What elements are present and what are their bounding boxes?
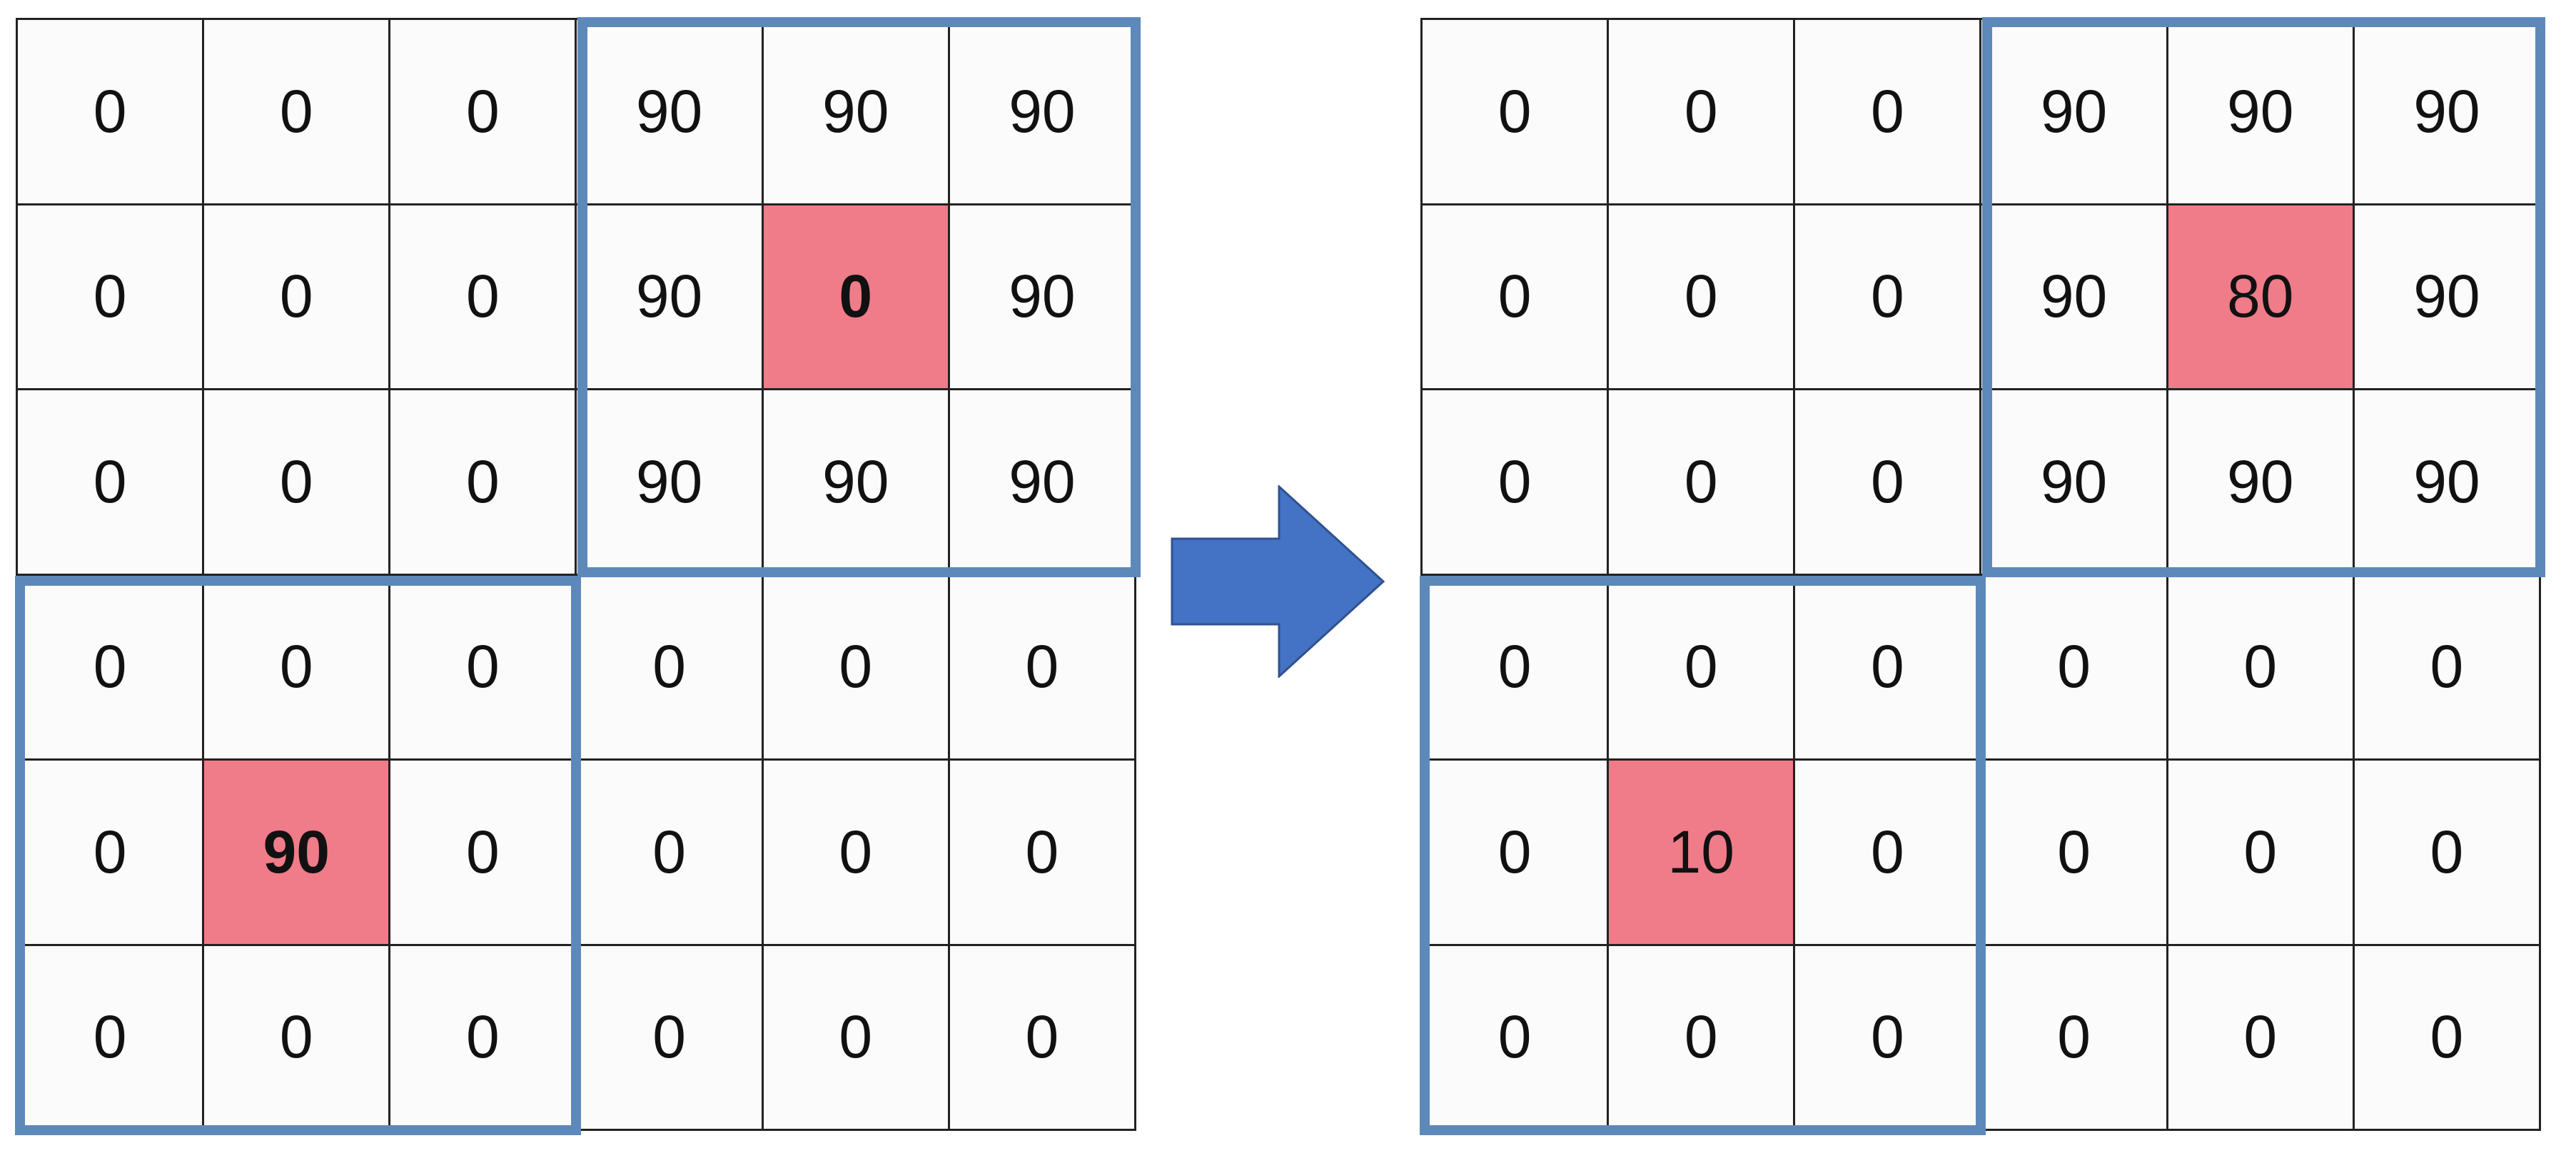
grid-cell: 90	[2354, 205, 2541, 390]
grid-cell: 0	[1423, 945, 1610, 1131]
grid-cell: 0	[18, 761, 205, 946]
grid-cell: 0	[18, 945, 205, 1131]
grid-cell: 0	[949, 575, 1136, 761]
grid-cell: 0	[1609, 390, 1796, 576]
grid-cell: 0	[2168, 761, 2355, 946]
grid-cell: 0	[390, 575, 577, 761]
grid-cell: 0	[1981, 761, 2168, 946]
grid-cell: 0	[949, 761, 1136, 946]
highlighted-cell: 90	[204, 761, 391, 946]
grid-cell: 0	[2168, 945, 2355, 1131]
grid-cell: 0	[1609, 575, 1796, 761]
grid-cell: 0	[390, 761, 577, 946]
highlighted-cell: 0	[763, 205, 950, 390]
grid-cell: 0	[1795, 761, 1982, 946]
grid-cell: 0	[2354, 575, 2541, 761]
grid-cell: 0	[1795, 205, 1982, 390]
grid-cell: 90	[763, 20, 950, 205]
arrow-shape	[1171, 485, 1385, 678]
grid-cell: 0	[1609, 945, 1796, 1131]
grid-cell: 0	[1981, 575, 2168, 761]
grid-cell: 0	[577, 945, 764, 1131]
grid-cell: 0	[18, 390, 205, 576]
grid-cell: 90	[1981, 390, 2168, 576]
grid-cell: 0	[763, 575, 950, 761]
grid-cell: 0	[390, 205, 577, 390]
grid-cell: 0	[204, 390, 391, 576]
grid-cell: 0	[390, 20, 577, 205]
highlighted-cell: 10	[1609, 761, 1796, 946]
grid-cell: 90	[577, 205, 764, 390]
grid-cell: 0	[1423, 20, 1610, 205]
grid-cell: 90	[2168, 390, 2355, 576]
grid-cell: 90	[949, 20, 1136, 205]
grid-cell: 90	[949, 205, 1136, 390]
grid-cell: 0	[1609, 20, 1796, 205]
grid-cell: 0	[2354, 761, 2541, 946]
grid-cell: 0	[2354, 945, 2541, 1131]
grid-cell: 0	[390, 945, 577, 1131]
grid-cell: 0	[763, 945, 950, 1131]
grid-cell: 0	[577, 761, 764, 946]
grid-cell: 0	[763, 761, 950, 946]
highlighted-cell: 80	[2168, 205, 2355, 390]
grid-cell: 0	[18, 20, 205, 205]
grid-cell: 0	[18, 205, 205, 390]
grid-cell: 0	[1423, 390, 1610, 576]
grid-cell: 0	[204, 205, 391, 390]
grid-cell: 0	[1795, 20, 1982, 205]
input-grid: 0 0 0 90 90 90 0 0 0 90 0 90 0 0 0 90 90 90 0 0 0 0 0 0 0 90 0 0 0 0 0…	[15, 17, 1141, 1136]
grid-cell: 90	[1981, 20, 2168, 205]
grid-cell: 0	[1423, 205, 1610, 390]
grid-cell: 0	[390, 390, 577, 576]
grid-cell: 0	[1795, 575, 1982, 761]
grid-cell: 90	[2168, 20, 2355, 205]
grid-cell: 0	[1795, 390, 1982, 576]
grid-cell: 90	[577, 390, 764, 576]
grid-cell: 0	[204, 20, 391, 205]
grid-cell: 0	[1795, 945, 1982, 1131]
grid-cell: 0	[1423, 575, 1610, 761]
right-arrow-icon	[1171, 485, 1385, 678]
grid-cell: 90	[1981, 205, 2168, 390]
grid-cell: 90	[2354, 20, 2541, 205]
grid-cell: 0	[1609, 205, 1796, 390]
grid-cell: 0	[949, 945, 1136, 1131]
grid-cell: 0	[204, 575, 391, 761]
grid-cell: 90	[577, 20, 764, 205]
grid-cell: 0	[2168, 575, 2355, 761]
grid-cell: 90	[763, 390, 950, 576]
grid-cell: 0	[18, 575, 205, 761]
grid-cell: 0	[1981, 945, 2168, 1131]
grid-cell: 0	[204, 945, 391, 1131]
grid-cell: 90	[949, 390, 1136, 576]
grid-cell: 0	[1423, 761, 1610, 946]
grid-cell: 0	[577, 575, 764, 761]
grid-cell: 90	[2354, 390, 2541, 576]
output-grid: 0 0 0 90 90 90 0 0 0 90 80 90 0 0 0 90 90 90 0 0 0 0 0 0 0 10 0 0 0 0…	[1420, 17, 2546, 1136]
